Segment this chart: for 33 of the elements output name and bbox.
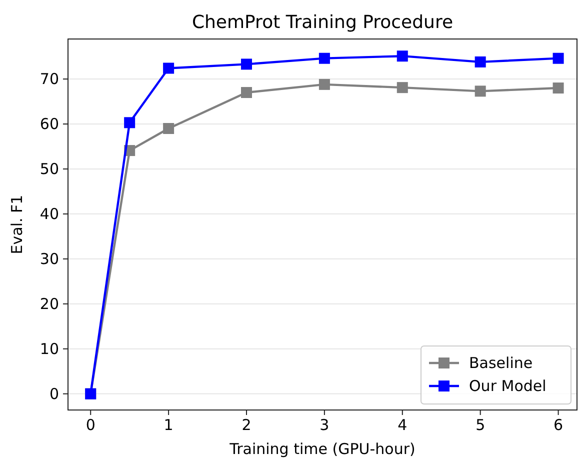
point: [474, 86, 486, 97]
x-tick-label: 1: [164, 416, 174, 434]
y-tick-label: 30: [40, 250, 59, 268]
point: [241, 58, 252, 70]
point: [396, 82, 408, 94]
point: [552, 52, 564, 64]
chart-title: ChemProt Training Procedure: [192, 12, 454, 33]
y-tick-label: 60: [40, 114, 59, 133]
point: [318, 78, 330, 90]
x-axis-title: Training time (GPU-hour): [228, 440, 416, 458]
point: [396, 50, 408, 62]
legend-label: Baseline: [469, 354, 533, 372]
legend-label: Our Model: [469, 377, 546, 395]
x-tick-label: 0: [86, 416, 96, 434]
point: [318, 52, 330, 64]
point: [163, 122, 174, 134]
y-tick-label: 10: [40, 340, 59, 358]
point: [241, 87, 252, 98]
y-tick-label: 70: [40, 70, 59, 88]
y-tick-label: 20: [40, 294, 59, 313]
x-tick-label: 6: [554, 416, 564, 434]
point: [552, 82, 564, 94]
x-tick-label: 4: [398, 416, 408, 434]
y-tick-label: 40: [40, 204, 59, 223]
y-tick-label: 0: [49, 384, 59, 403]
y-tick-label: 50: [40, 160, 59, 178]
x-tick-label: 2: [242, 416, 252, 434]
y-axis-title: Eval. F1: [8, 194, 26, 254]
point: [163, 62, 174, 74]
x-tick-label: 5: [476, 416, 486, 434]
point: [124, 117, 136, 128]
point: [474, 56, 486, 68]
x-tick-label: 3: [320, 416, 330, 434]
